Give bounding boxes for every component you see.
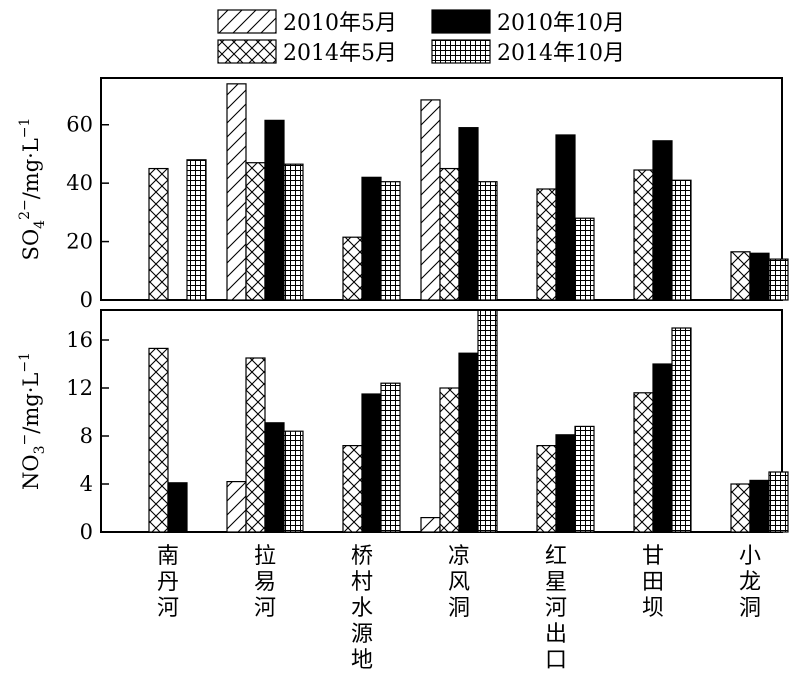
legend-label-2010-oct: 2010年10月 (497, 11, 625, 36)
so4-bar-gantian-ba-2014-oct (671, 179, 692, 301)
no3-bar-layi-he-2014-may (245, 357, 266, 533)
legend-label-2014-may: 2014年5月 (283, 41, 397, 66)
no3-bar-liangfeng-dong-2014-oct (477, 309, 498, 533)
so4-bar-gantian-ba-2014-may (633, 169, 654, 301)
no3-bar-xiaolong-dong-2010-oct (749, 479, 770, 533)
so4-y-tick-label: 0 (80, 288, 93, 312)
so4-bar-xiaolong-dong-2014-may (730, 251, 751, 301)
category-label-gantian-ba: 甘田坝 (642, 544, 664, 621)
no3-bars (148, 309, 789, 533)
so4-bar-liangfeng-dong-2014-oct (477, 181, 498, 301)
no3-bar-qiaocun-shuiyuandi-2010-oct (361, 393, 382, 533)
legend-swatch-2014-may (217, 39, 277, 64)
no3-bar-hongxing-he-chukou-2014-may (536, 445, 557, 533)
no3-bar-layi-he-2010-oct (264, 422, 285, 533)
so4-panel: 0 20 40 60 SO42−/mg·L−1 (17, 77, 789, 312)
so4-bar-xiaolong-dong-2010-oct (749, 252, 770, 301)
no3-bar-nandan-he-2010-oct (167, 482, 188, 533)
no3-y-tick-label: 8 (80, 424, 93, 448)
no3-bar-liangfeng-dong-2010-oct (458, 352, 479, 533)
category-label-xiaolong-dong: 小龙洞 (739, 544, 761, 621)
so4-bar-hongxing-he-chukou-2014-oct (574, 217, 595, 301)
no3-panel: 0 4 8 12 16 NO3−/mg·L−1 (17, 309, 789, 544)
so4-y-tick-label: 20 (66, 230, 93, 254)
so4-bar-liangfeng-dong-2014-may (439, 167, 460, 301)
x-category-labels: 南丹河 拉易河 桥村水源地 凉风洞 红星河出口 甘田坝 小龙洞 (157, 544, 761, 673)
category-label-layi-he: 拉易河 (254, 544, 276, 621)
so4-bar-qiaocun-shuiyuandi-2014-may (342, 236, 363, 301)
no3-bar-xiaolong-dong-2014-may (730, 483, 751, 533)
legend-swatch-2014-oct (431, 39, 491, 64)
so4-bar-layi-he-2010-oct (264, 119, 285, 301)
legend-label-2010-may: 2010年5月 (283, 11, 397, 36)
so4-y-tick-label: 40 (66, 171, 93, 195)
no3-bar-layi-he-2014-oct (283, 430, 304, 533)
so4-bar-liangfeng-dong-2010-may (420, 99, 441, 301)
no3-bar-qiaocun-shuiyuandi-2014-may (342, 445, 363, 533)
so4-bar-layi-he-2014-may (245, 162, 266, 301)
so4-bar-hongxing-he-chukou-2014-may (536, 188, 557, 301)
no3-bar-liangfeng-dong-2014-may (439, 387, 460, 533)
no3-bar-gantian-ba-2010-oct (652, 363, 673, 533)
no3-bar-hongxing-he-chukou-2010-oct (555, 434, 576, 533)
no3-bar-nandan-he-2014-may (148, 347, 169, 533)
so4-bar-xiaolong-dong-2014-oct (768, 258, 789, 301)
so4-bar-nandan-he-2014-oct (186, 159, 207, 301)
no3-y-axis-label: NO3−/mg·L−1 (17, 352, 48, 490)
no3-bar-liangfeng-dong-2010-may (420, 516, 441, 533)
so4-bar-layi-he-2010-may (226, 83, 247, 301)
so4-bar-qiaocun-shuiyuandi-2010-oct (361, 176, 382, 301)
no3-y-tick-label: 0 (80, 520, 93, 544)
so4-bar-layi-he-2014-oct (283, 163, 304, 301)
no3-bar-gantian-ba-2014-may (633, 392, 654, 533)
legend-swatch-2010-oct (431, 9, 491, 34)
no3-y-tick-label: 4 (80, 472, 93, 496)
no3-bar-layi-he-2010-may (226, 481, 247, 533)
so4-bar-nandan-he-2014-may (148, 167, 169, 301)
so4-y-tick-label: 60 (66, 113, 93, 137)
no3-y-tick-label: 16 (66, 328, 93, 352)
no3-bar-hongxing-he-chukou-2014-oct (574, 425, 595, 533)
category-label-qiaocun-shuiyuandi: 桥村水源地 (351, 544, 373, 673)
category-label-liangfeng-dong: 凉风洞 (448, 544, 470, 621)
no3-bar-gantian-ba-2014-oct (671, 327, 692, 533)
so4-y-ticks: 0 20 40 60 (66, 113, 109, 312)
so4-bar-hongxing-he-chukou-2010-oct (555, 134, 576, 301)
so4-bar-liangfeng-dong-2010-oct (458, 127, 479, 301)
legend-swatch-2010-may (217, 9, 277, 34)
no3-bar-qiaocun-shuiyuandi-2014-oct (380, 382, 401, 533)
legend: 2010年5月 2010年10月 2014年5月 2014年10月 (217, 9, 625, 66)
so4-bar-qiaocun-shuiyuandi-2014-oct (380, 181, 401, 301)
legend-label-2014-oct: 2014年10月 (497, 41, 625, 66)
category-label-hongxing-he-chukou: 红星河出口 (545, 544, 567, 673)
category-label-nandan-he: 南丹河 (157, 544, 179, 621)
no3-y-ticks: 0 4 8 12 16 (66, 328, 109, 544)
so4-y-axis-label: SO42−/mg·L−1 (17, 118, 48, 261)
so4-bars (148, 83, 789, 301)
so4-bar-gantian-ba-2010-oct (652, 140, 673, 301)
no3-y-tick-label: 12 (66, 376, 93, 400)
no3-bar-xiaolong-dong-2014-oct (768, 471, 789, 533)
